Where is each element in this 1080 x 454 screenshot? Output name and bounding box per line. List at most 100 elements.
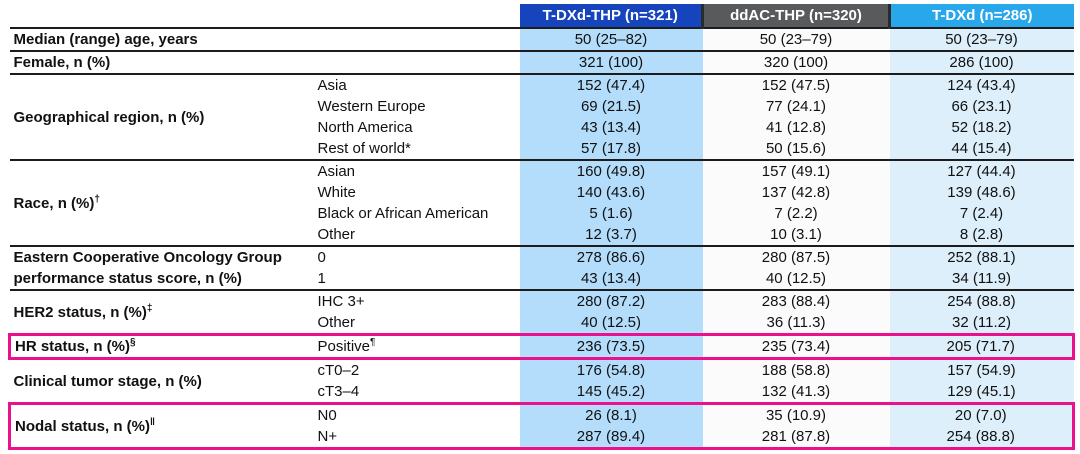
data-cell: 132 (41.3) [702,381,890,404]
data-cell: 41 (12.8) [702,117,890,138]
data-cell: 205 (71.7) [889,333,1075,360]
data-cell: 7 (2.4) [889,203,1074,224]
data-cell: 140 (43.6) [519,182,703,203]
table-row: Western Europe 69 (21.5) 77 (24.1) 66 (2… [10,96,1074,117]
table-row: North America 43 (13.4) 41 (12.8) 52 (18… [10,117,1074,138]
table-row: 1 43 (13.4) 40 (12.5) 34 (11.9) [10,268,1074,290]
row-group-label: Geographical region, n (%) [9,73,312,160]
table-row: Other 40 (12.5) 36 (11.3) 32 (11.2) [10,312,1074,335]
table-corner [9,4,520,28]
data-cell: 36 (11.3) [702,312,890,335]
table-row: cT3–4 145 (45.2) 132 (41.3) 129 (45.1) [10,381,1074,404]
data-cell: 8 (2.8) [889,224,1074,246]
table-header-row: T-DXd-THP (n=321) ddAC-THP (n=320) T-DXd… [9,4,1074,28]
data-cell: 50 (25–82) [519,27,703,51]
table-row-her2-status: HER2 status, n (%)‡ IHC 3+ 280 (87.2) 28… [9,289,1074,335]
row-sub-label: cT3–4 [317,383,360,400]
data-cell: 69 (21.5) [519,96,703,117]
table-row: Rest of world* 57 (17.8) 50 (15.6) 44 (1… [10,138,1074,160]
row-sub-label: Rest of world* [317,140,411,157]
column-header-tdxd-thp: T-DXd-THP (n=321) [519,4,703,28]
row-sub-label: Other [317,226,356,243]
row-sub-label: IHC 3+ [311,289,520,312]
footnote-mark: † [94,193,100,205]
table-row: N+ 287 (89.4) 281 (87.8) 254 (88.8) [10,426,1075,450]
data-cell: 12 (3.7) [519,224,703,246]
data-cell: 278 (86.6) [519,245,703,268]
data-cell: 157 (49.1) [702,159,890,182]
row-group-label: HR status, n (%)§ [8,333,312,360]
data-cell: 236 (73.5) [519,333,703,360]
table-row: Black or African American 5 (1.6) 7 (2.2… [10,203,1074,224]
data-cell: 32 (11.2) [889,312,1074,335]
table-row-clinical-tumor-stage: Clinical tumor stage, n (%) cT0–2 176 (5… [9,357,1074,404]
row-group-label: HER2 status, n (%)‡ [9,289,312,335]
data-cell: 235 (73.4) [702,333,890,360]
data-cell: 157 (54.9) [889,357,1074,381]
table-row-female: Female, n (%) 321 (100) 320 (100) 286 (1… [9,50,1074,74]
row-sub-label: N+ [311,426,520,450]
data-cell: 43 (13.4) [519,268,703,290]
data-cell: 7 (2.2) [702,203,890,224]
data-cell: 127 (44.4) [889,159,1074,182]
row-sub-label: White [317,184,356,201]
data-cell: 20 (7.0) [889,402,1075,426]
data-cell: 287 (89.4) [519,426,703,450]
row-sub-label: Asian [311,159,520,182]
data-cell: 52 (18.2) [889,117,1074,138]
table-row: Other 12 (3.7) 10 (3.1) 8 (2.8) [10,224,1074,246]
data-cell: 129 (45.1) [889,381,1074,404]
data-cell: 139 (48.6) [889,182,1074,203]
row-sub-label: cT0–2 [311,357,520,381]
data-cell: 5 (1.6) [519,203,703,224]
data-cell: 40 (12.5) [702,268,890,290]
data-cell: 176 (54.8) [519,357,703,381]
row-sub-label: Black or African American [317,205,489,222]
footnote-mark: § [130,337,136,348]
footnote-mark: ¶ [370,337,376,348]
row-sub-label: Western Europe [317,98,426,115]
data-cell: 160 (49.8) [519,159,703,182]
baseline-characteristics-slide: T-DXd-THP (n=321) ddAC-THP (n=320) T-DXd… [0,4,1080,454]
data-cell: 254 (88.8) [889,289,1074,312]
row-sub-label: North America [317,119,413,136]
data-cell: 283 (88.4) [702,289,890,312]
data-cell: 43 (13.4) [519,117,703,138]
data-cell: 77 (24.1) [702,96,890,117]
footnote-mark: ‖ [150,416,155,428]
row-group-label: Race, n (%)† [9,159,312,246]
data-cell: 124 (43.4) [889,73,1074,96]
row-sub-label: Asia [311,73,520,96]
row-sub-label: N0 [311,402,520,426]
data-cell: 57 (17.8) [519,138,703,160]
data-cell: 280 (87.5) [702,245,890,268]
data-cell: 10 (3.1) [702,224,890,246]
row-sub-label: 1 [317,270,326,287]
row-group-label: Clinical tumor stage, n (%) [9,357,312,404]
data-cell: 286 (100) [889,50,1074,74]
column-header-ddac-thp: ddAC-THP (n=320) [701,4,890,28]
data-cell: 252 (88.1) [889,245,1074,268]
data-cell: 280 (87.2) [519,289,703,312]
baseline-characteristics-table: T-DXd-THP (n=321) ddAC-THP (n=320) T-DXd… [8,4,1075,450]
data-cell: 137 (42.8) [702,182,890,203]
table-row-geographical-region: Geographical region, n (%) Asia 152 (47.… [9,73,1074,160]
data-cell: 50 (15.6) [702,138,890,160]
data-cell: 26 (8.1) [519,402,703,426]
data-cell: 254 (88.8) [889,426,1075,450]
table-row: White 140 (43.6) 137 (42.8) 139 (48.6) [10,182,1074,203]
footnote-mark: ‡ [146,302,153,314]
data-cell: 152 (47.5) [702,73,890,96]
row-group-label: Eastern Cooperative Oncology Group perfo… [9,245,312,290]
row-sub-label: Other [317,314,356,331]
data-cell: 152 (47.4) [519,73,703,96]
table-row-nodal-status-highlighted: Nodal status, n (%)‖ N0 26 (8.1) 35 (10.… [8,402,1075,450]
table-row-median-age: Median (range) age, years 50 (25–82) 50 … [9,27,1074,51]
data-cell: 66 (23.1) [889,96,1074,117]
data-cell: 321 (100) [519,50,703,74]
data-cell: 281 (87.8) [702,426,890,450]
row-group-label: Nodal status, n (%)‖ [8,402,312,450]
column-header-tdxd: T-DXd (n=286) [888,4,1074,28]
data-cell: 145 (45.2) [519,381,703,404]
table-row-ecog: Eastern Cooperative Oncology Group perfo… [9,245,1074,290]
